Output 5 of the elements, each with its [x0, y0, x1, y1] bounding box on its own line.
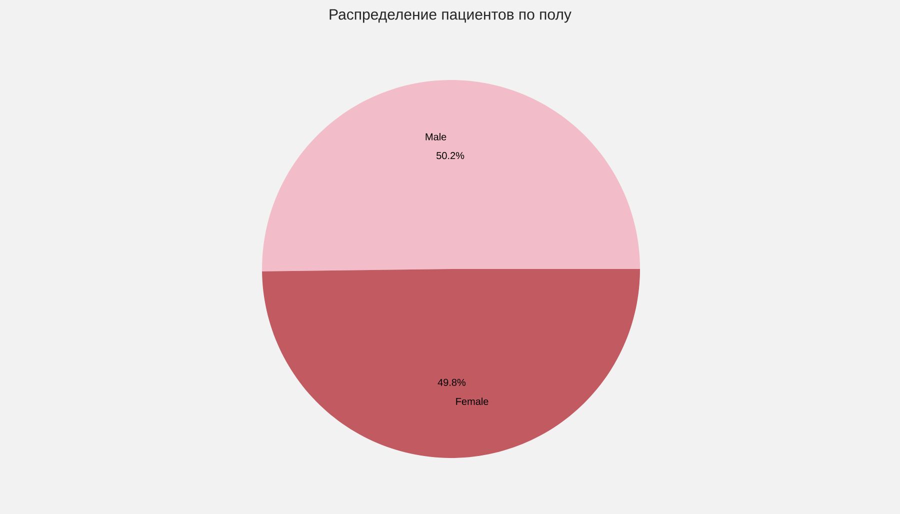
chart-title: Распределение пациентов по полу [330, 9, 572, 23]
data-label: 49.8% [438, 378, 466, 386]
slice-label: Female [456, 398, 488, 405]
slice-label: Male [426, 133, 446, 140]
data-label: 50.2% [436, 152, 464, 160]
